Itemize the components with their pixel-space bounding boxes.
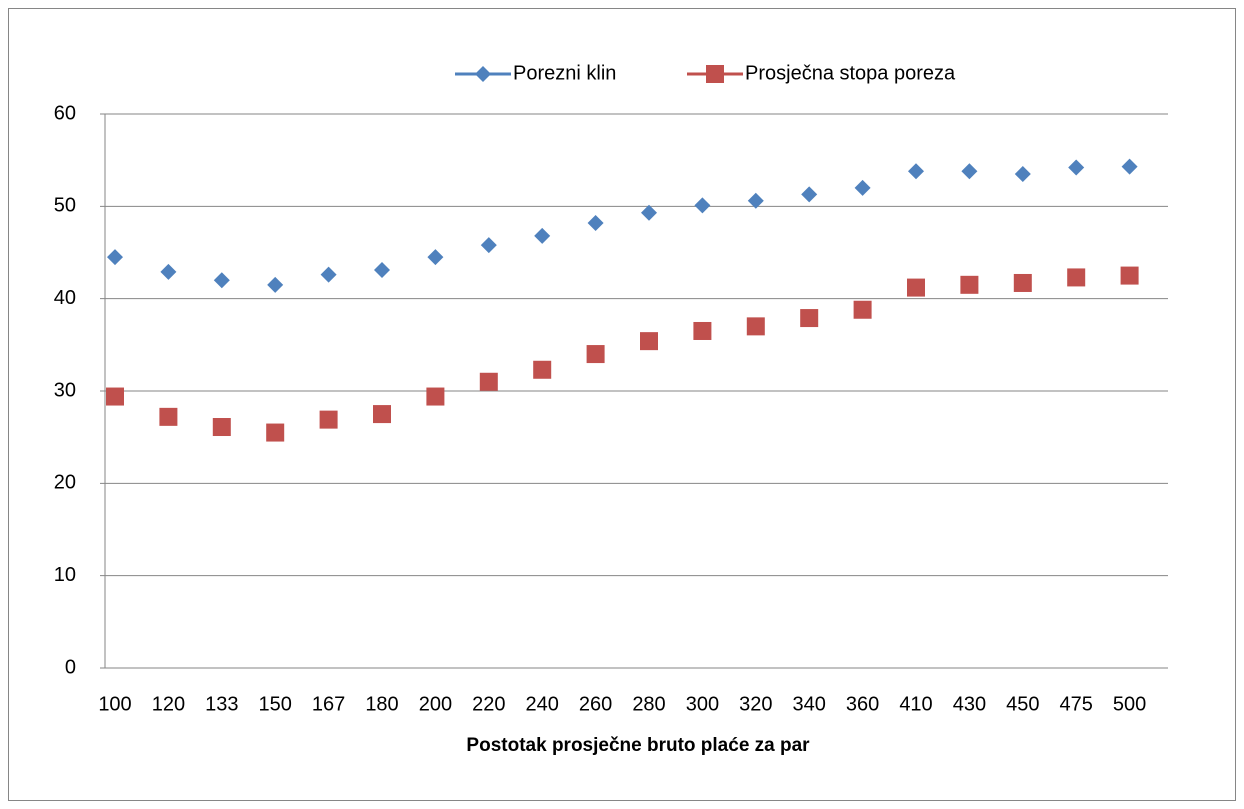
data-point bbox=[106, 387, 124, 406]
data-point bbox=[853, 300, 872, 319]
x-tick-label: 340 bbox=[793, 693, 826, 715]
data-point bbox=[107, 249, 123, 266]
data-point bbox=[641, 204, 657, 221]
y-tick-label: 50 bbox=[54, 195, 76, 217]
x-tick-label: 430 bbox=[953, 693, 986, 715]
legend-marker bbox=[475, 66, 491, 82]
x-tick-label: 300 bbox=[686, 693, 719, 715]
chart-frame bbox=[8, 8, 1236, 801]
data-point bbox=[160, 263, 177, 280]
data-point bbox=[534, 227, 551, 244]
data-point bbox=[480, 237, 497, 254]
y-tick-label: 60 bbox=[54, 102, 76, 124]
data-point bbox=[1120, 266, 1139, 285]
data-point bbox=[479, 372, 498, 391]
data-point bbox=[320, 266, 337, 283]
x-tick-label: 100 bbox=[98, 693, 131, 715]
data-point bbox=[961, 163, 978, 180]
data-point bbox=[1014, 166, 1031, 183]
x-tick-label: 150 bbox=[259, 693, 292, 715]
y-tick-label: 20 bbox=[54, 472, 76, 494]
y-tick-label: 0 bbox=[65, 656, 76, 678]
data-point bbox=[907, 278, 925, 297]
legend-marker bbox=[706, 65, 724, 83]
x-tick-label: 167 bbox=[312, 693, 345, 715]
data-point bbox=[694, 197, 711, 214]
x-tick-label: 280 bbox=[632, 693, 665, 715]
data-point bbox=[159, 407, 178, 426]
y-tick-label: 30 bbox=[54, 379, 76, 401]
legend-label: Prosječna stopa poreza bbox=[745, 62, 956, 84]
data-point bbox=[213, 272, 230, 289]
x-tick-label: 450 bbox=[1006, 693, 1039, 715]
x-tick-label: 133 bbox=[205, 693, 238, 715]
data-point bbox=[693, 321, 712, 340]
data-point bbox=[586, 345, 605, 364]
x-tick-label: 200 bbox=[419, 693, 452, 715]
data-point bbox=[266, 423, 285, 442]
data-point bbox=[587, 214, 604, 231]
data-point bbox=[1068, 159, 1085, 176]
data-point bbox=[801, 186, 818, 203]
x-tick-label: 475 bbox=[1060, 693, 1093, 715]
y-tick-label: 40 bbox=[54, 287, 76, 309]
data-point bbox=[1067, 268, 1086, 287]
data-point bbox=[800, 309, 819, 328]
data-point bbox=[267, 276, 284, 293]
data-point bbox=[319, 410, 338, 429]
data-point bbox=[427, 249, 444, 266]
data-point bbox=[1121, 158, 1138, 175]
x-tick-label: 500 bbox=[1113, 693, 1146, 715]
x-tick-label: 120 bbox=[152, 693, 185, 715]
x-tick-label: 320 bbox=[739, 693, 772, 715]
data-point bbox=[1013, 273, 1032, 292]
data-point bbox=[426, 387, 445, 406]
x-tick-label: 260 bbox=[579, 693, 612, 715]
data-point bbox=[746, 317, 765, 336]
x-tick-label: 410 bbox=[899, 693, 932, 715]
data-point bbox=[747, 192, 764, 209]
data-point bbox=[374, 262, 390, 279]
data-point bbox=[533, 360, 552, 379]
y-tick-label: 10 bbox=[54, 564, 76, 586]
x-tick-label: 180 bbox=[365, 693, 398, 715]
x-tick-label: 360 bbox=[846, 693, 879, 715]
data-point bbox=[854, 179, 871, 196]
data-point bbox=[640, 332, 658, 351]
legend-label: Porezni klin bbox=[513, 62, 616, 84]
data-point bbox=[373, 405, 391, 424]
data-point bbox=[212, 418, 231, 437]
x-axis-title: Postotak prosječne bruto plaće za par bbox=[466, 735, 810, 756]
data-point bbox=[960, 275, 979, 294]
x-tick-label: 220 bbox=[472, 693, 505, 715]
x-tick-label: 240 bbox=[526, 693, 559, 715]
data-point bbox=[908, 163, 924, 180]
